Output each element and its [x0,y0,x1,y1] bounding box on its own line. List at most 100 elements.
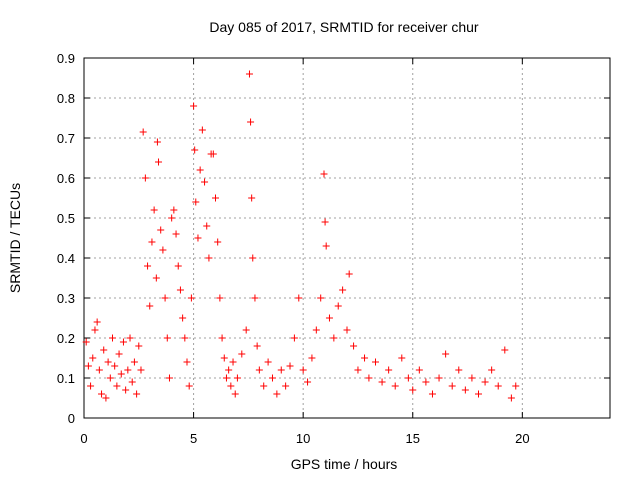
data-point [89,354,97,362]
data-point [322,242,330,250]
data-point [187,294,195,302]
data-point [176,286,184,294]
x-tick-label: 20 [515,431,529,446]
data-point [111,362,119,370]
data-point [448,382,456,390]
data-point [157,226,165,234]
data-point [455,366,463,374]
data-point [198,126,206,134]
data-point [468,374,476,382]
y-tick-label: 0.4 [57,251,75,266]
grid [84,58,610,418]
data-point [231,390,239,398]
data-point [325,314,333,322]
y-tick-label: 0.6 [57,171,75,186]
data-point [277,366,285,374]
data-point [205,254,213,262]
data-point [339,286,347,294]
data-point [104,358,112,366]
data-point [214,238,222,246]
data-point [172,230,180,238]
data-point [126,334,134,342]
y-tick-label: 0.5 [57,211,75,226]
data-point [119,338,127,346]
data-point [242,326,250,334]
y-tick-label: 0.7 [57,131,75,146]
data-point [161,294,169,302]
data-point [391,382,399,390]
data-point [179,314,187,322]
data-point [130,358,138,366]
data-point [308,354,316,362]
data-point [361,354,369,362]
data-point [398,354,406,362]
data-point [249,254,257,262]
data-point [238,350,246,358]
data-point [212,194,219,202]
data-point [220,354,228,362]
data-point [174,262,182,270]
data-point [139,128,147,136]
data-point [137,366,145,374]
data-point [299,366,307,374]
data-point [320,170,328,178]
data-point [82,338,90,346]
data-point [181,334,189,342]
data-point [222,374,230,382]
data-point [170,206,178,214]
data-point [115,350,123,358]
y-tick-label: 0 [68,411,75,426]
data-point [150,206,158,214]
axis-ticks: 0 0.1 0.2 0.3 0.4 0.5 0.6 0.7 0.8 0.9 0 5 10 15 20 [57,51,610,446]
data-point [201,178,209,186]
data-point [98,390,106,398]
data-point [354,366,362,374]
data-point [227,382,235,390]
data-point [141,174,149,182]
data-point [229,358,237,366]
data-point [475,390,482,398]
data-point [350,342,358,350]
y-tick-label: 0.2 [57,331,75,346]
x-tick-label: 10 [296,431,310,446]
data-point [225,366,233,374]
data-point [422,378,430,386]
data-point [152,274,160,282]
data-point [146,302,154,310]
data-point [260,382,268,390]
data-point [93,318,101,326]
data-point [494,382,502,390]
data-point [185,382,193,390]
data-point [191,146,199,154]
x-tick-label: 5 [190,431,197,446]
data-point [268,374,276,382]
data-point [428,390,436,398]
data-point [165,374,173,382]
data-point [117,370,125,378]
data-point [282,382,290,390]
data-point [144,262,152,270]
data-point [95,366,103,374]
data-point [245,70,253,78]
data-point [108,334,116,342]
plot-frame [83,57,611,419]
data-points [82,70,520,402]
data-point [409,386,417,394]
data-point [501,346,509,354]
data-point [317,294,325,302]
data-point [251,294,259,302]
y-tick-label: 0.9 [57,51,75,66]
data-point [87,382,95,390]
data-point [190,102,198,110]
data-point [312,326,320,334]
data-point [345,270,353,278]
data-point [365,374,373,382]
data-point [122,386,130,394]
data-point [488,366,496,374]
data-point [253,342,261,350]
x-axis-label: GPS time / hours [291,456,398,472]
x-tick-label: 15 [406,431,420,446]
data-point [378,378,386,386]
data-point [334,302,342,310]
